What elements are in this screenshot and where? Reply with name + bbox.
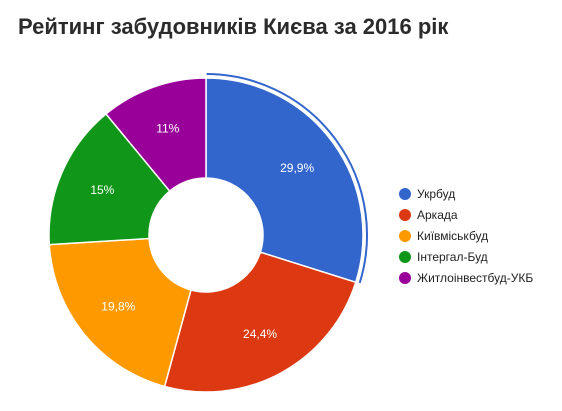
slice-value-label: 19,8% [101,299,135,313]
legend-item-label[interactable]: Укрбуд [417,187,455,201]
slice-labels-layer: 29,9% 24,4% 19,8% 15% 11% [90,122,314,342]
slice-житлоінвестбуд-укб[interactable] [104,77,207,193]
legend-swatch [399,251,411,263]
slice-value-label: 24,4% [243,327,277,341]
slice-аркада[interactable] [163,251,357,393]
chart-title: Рейтинг забудовників Києва за 2016 рік [18,14,449,39]
legend-swatch [399,230,411,242]
legend-item-label[interactable]: Київміськбуд [417,229,488,243]
legend-item-label[interactable]: Житлоінвестбуд-УКБ [417,271,533,285]
slices-layer [48,73,368,393]
slice-value-label: 29,9% [280,161,314,175]
slice-київміськбуд[interactable] [48,237,192,388]
legend-swatch [399,272,411,284]
slice-value-label: 15% [90,183,114,197]
legend-item-label[interactable]: Аркада [417,208,458,222]
slice-value-label: 11% [156,122,179,136]
slice-інтергал-буд[interactable] [48,112,171,246]
legend-swatch [399,209,411,221]
legend-item-label[interactable]: Інтергал-Буд [417,250,488,264]
slice-укрбуд[interactable] [205,77,364,284]
legend: Укрбуд Аркада Київміськбуд Інтергал-Буд Житл… [399,187,533,285]
slice-highlight-ring [206,73,368,284]
legend-swatch [399,188,411,200]
